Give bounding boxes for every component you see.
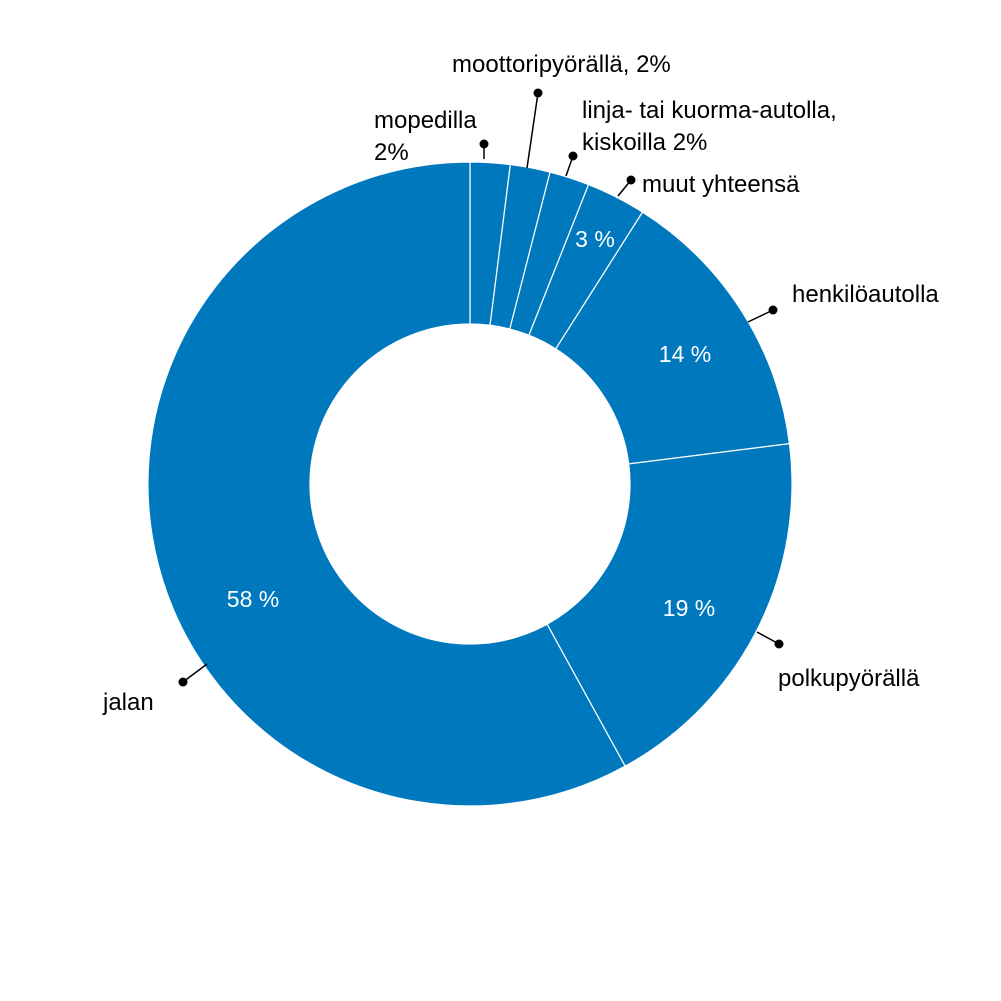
category-label-line: kiskoilla 2% [582, 129, 707, 156]
leader-line [182, 663, 208, 683]
category-label: linja- tai kuorma-autolla, kiskoilla 2% [582, 97, 837, 156]
slice-henkilöautolla [554, 211, 791, 465]
leader-dot [568, 151, 578, 161]
leader-dot [768, 305, 778, 315]
category-label-line: moottoripyörällä, 2% [452, 51, 671, 78]
slices-group [147, 161, 793, 807]
leader-lines-group [178, 88, 784, 687]
value-label: 14 % [659, 341, 711, 367]
leader-dot [479, 139, 489, 149]
category-label-line: jalan [102, 689, 154, 716]
slice-jalan [147, 161, 626, 807]
category-label: henkilöautolla [792, 281, 939, 308]
slice-polkupyörällä [546, 442, 793, 767]
value-label: 58 % [227, 586, 279, 612]
leader-line [526, 92, 539, 169]
category-label: jalan [102, 689, 154, 716]
leader-dot [626, 175, 636, 185]
leader-line [747, 309, 774, 323]
leader-dot [774, 639, 784, 649]
value-label: 3 % [575, 226, 615, 252]
category-label: muut yhteensä [642, 171, 800, 198]
labels-group: mopedilla 2% moottoripyörällä, 2% linja- ta… [102, 51, 939, 716]
category-label-line: henkilöautolla [792, 281, 939, 308]
leader-dot [533, 88, 543, 98]
value-label: 19 % [663, 595, 715, 621]
category-label-line: muut yhteensä [642, 171, 800, 198]
category-label-line: polkupyörällä [778, 665, 920, 692]
category-label-line: linja- tai kuorma-autolla, [582, 97, 837, 124]
category-label: mopedilla 2% [374, 107, 477, 166]
leader-dot [178, 677, 188, 687]
category-label: moottoripyörällä, 2% [452, 51, 671, 78]
category-label-line: mopedilla [374, 107, 477, 134]
category-label: polkupyörällä [778, 665, 920, 692]
category-label-line: 2% [374, 139, 409, 166]
